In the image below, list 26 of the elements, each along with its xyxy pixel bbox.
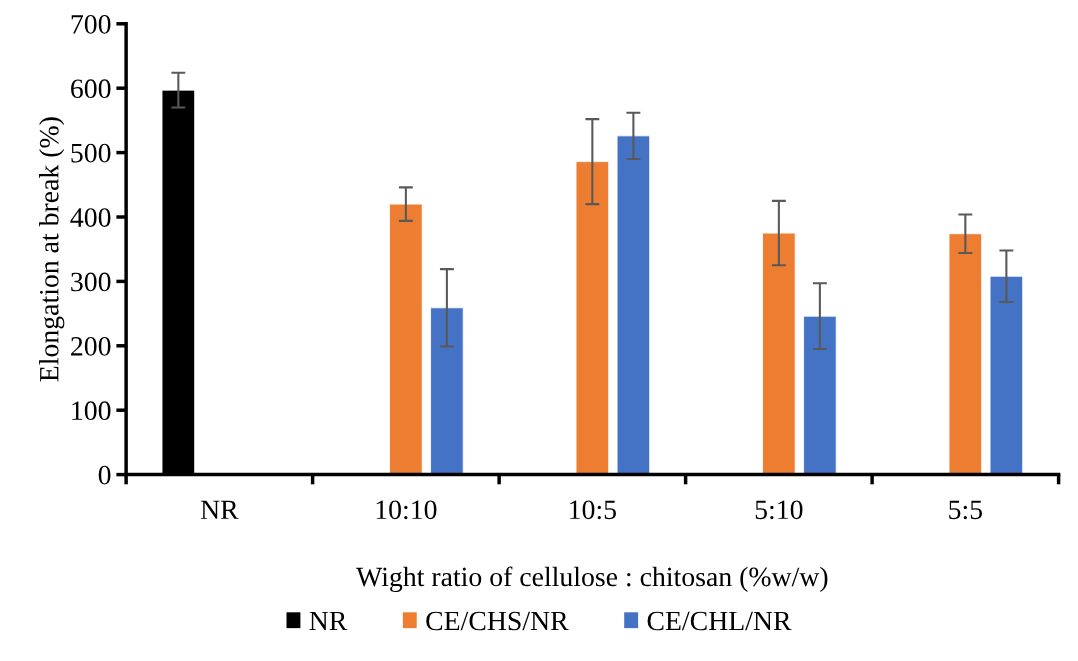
bar bbox=[616, 135, 651, 475]
y-tick-label: 600 bbox=[71, 79, 111, 99]
bar bbox=[389, 203, 423, 475]
x-axis-title: Wight ratio of cellulose : chitosan (%w/w) bbox=[356, 566, 828, 593]
bar bbox=[989, 275, 1024, 475]
y-tick-label: 200 bbox=[71, 336, 111, 356]
x-tick-label: 10:5 bbox=[570, 500, 616, 520]
legend-label: CE/CHS/NR bbox=[426, 611, 569, 631]
x-tick-label: 5:5 bbox=[949, 500, 983, 520]
y-axis-title: Elongation at break (%) bbox=[39, 117, 65, 382]
y-tick-label: 100 bbox=[72, 401, 111, 421]
bar bbox=[430, 307, 464, 475]
legend-label: NR bbox=[309, 611, 348, 631]
y-tick-label: 400 bbox=[70, 208, 111, 227]
x-tick-label: 10:10 bbox=[376, 500, 437, 520]
y-tick-label: 0 bbox=[98, 465, 111, 485]
bar bbox=[803, 315, 837, 475]
x-tick-label: NR bbox=[200, 500, 239, 519]
bar bbox=[762, 232, 796, 475]
legend-label: CE/CHL/NR bbox=[647, 611, 792, 631]
x-tick-label: 5:10 bbox=[755, 500, 803, 520]
bar bbox=[948, 233, 983, 475]
y-tick-label: 700 bbox=[71, 14, 111, 34]
bar bbox=[575, 161, 610, 475]
y-tick-label: 500 bbox=[71, 143, 111, 163]
y-tick-label: 300 bbox=[71, 272, 111, 292]
